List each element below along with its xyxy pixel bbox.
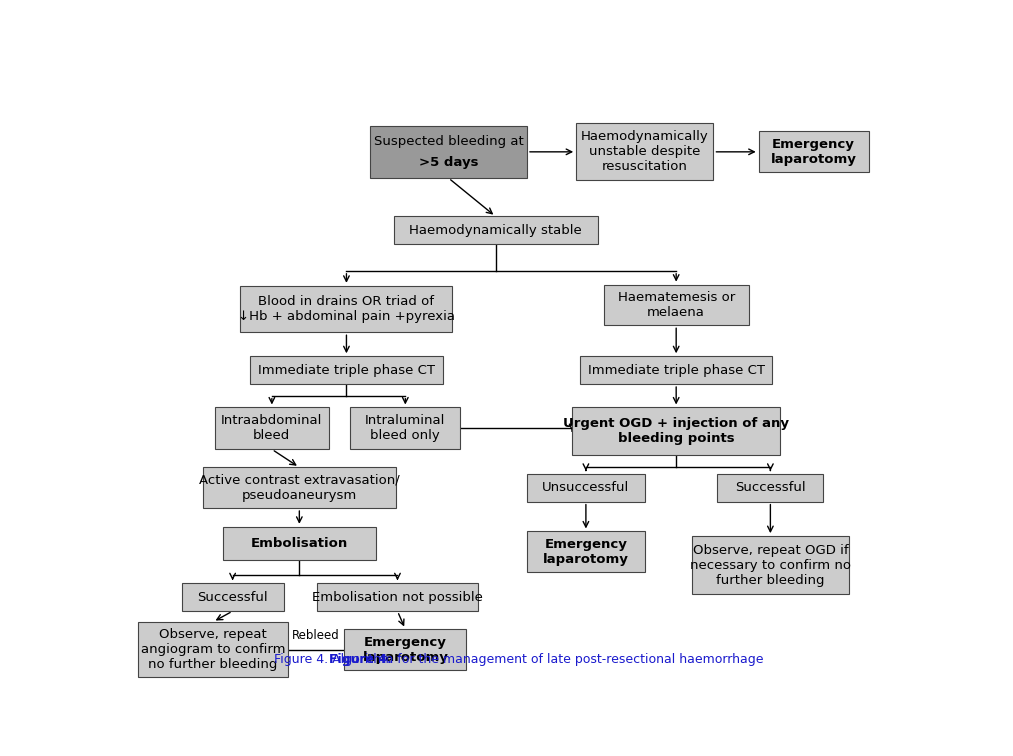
FancyBboxPatch shape	[223, 527, 376, 560]
Text: Successful: Successful	[198, 590, 267, 603]
FancyBboxPatch shape	[580, 356, 772, 384]
FancyBboxPatch shape	[370, 125, 527, 178]
Text: Embolisation: Embolisation	[250, 537, 348, 550]
Text: Observe, repeat
angiogram to confirm
no further bleeding: Observe, repeat angiogram to confirm no …	[141, 628, 286, 671]
Text: Successful: Successful	[735, 482, 805, 494]
FancyBboxPatch shape	[181, 583, 284, 611]
Text: Immediate triple phase CT: Immediate triple phase CT	[258, 364, 435, 376]
Text: Rebleed: Rebleed	[292, 629, 340, 642]
Text: Observe, repeat OGD if
necessary to confirm no
further bleeding: Observe, repeat OGD if necessary to conf…	[690, 544, 851, 587]
Text: Suspected bleeding at: Suspected bleeding at	[374, 135, 524, 148]
FancyBboxPatch shape	[317, 583, 478, 611]
FancyBboxPatch shape	[393, 216, 598, 244]
Text: Emergency
laparotomy: Emergency laparotomy	[771, 138, 857, 166]
FancyBboxPatch shape	[139, 622, 288, 677]
FancyBboxPatch shape	[604, 284, 749, 325]
FancyBboxPatch shape	[572, 407, 780, 455]
FancyBboxPatch shape	[527, 474, 645, 502]
FancyBboxPatch shape	[215, 407, 329, 449]
Text: Embolisation not possible: Embolisation not possible	[312, 590, 483, 603]
Text: Haemodynamically
unstable despite
resuscitation: Haemodynamically unstable despite resusc…	[580, 130, 709, 173]
Text: Haematemesis or
melaena: Haematemesis or melaena	[618, 291, 734, 319]
Text: Blood in drains OR triad of
↓Hb + abdominal pain +pyrexia: Blood in drains OR triad of ↓Hb + abdomi…	[238, 295, 455, 323]
FancyBboxPatch shape	[250, 356, 443, 384]
Text: Emergency
laparotomy: Emergency laparotomy	[363, 636, 449, 664]
Text: Figure 4.: Figure 4.	[329, 653, 392, 666]
Text: Intraabdominal
bleed: Intraabdominal bleed	[221, 414, 322, 442]
Text: Urgent OGD + injection of any
bleeding points: Urgent OGD + injection of any bleeding p…	[563, 417, 789, 445]
Text: Active contrast extravasation/
pseudoaneurysm: Active contrast extravasation/ pseudoane…	[199, 474, 400, 502]
FancyBboxPatch shape	[692, 536, 849, 594]
FancyBboxPatch shape	[717, 474, 824, 502]
FancyBboxPatch shape	[204, 467, 395, 508]
Text: Unsuccessful: Unsuccessful	[542, 482, 629, 494]
Text: Emergency
laparotomy: Emergency laparotomy	[543, 538, 629, 565]
FancyBboxPatch shape	[344, 629, 466, 670]
Text: Haemodynamically stable: Haemodynamically stable	[409, 224, 582, 237]
FancyBboxPatch shape	[240, 286, 453, 333]
FancyBboxPatch shape	[350, 407, 460, 449]
FancyBboxPatch shape	[576, 123, 713, 181]
FancyBboxPatch shape	[759, 132, 868, 172]
Text: Figure 4. Algorithm for the management of late post-resectional haemorrhage: Figure 4. Algorithm for the management o…	[275, 653, 764, 666]
Text: Immediate triple phase CT: Immediate triple phase CT	[588, 364, 765, 376]
FancyBboxPatch shape	[527, 531, 645, 572]
Text: Intraluminal
bleed only: Intraluminal bleed only	[365, 414, 446, 442]
Text: >5 days: >5 days	[418, 156, 478, 169]
